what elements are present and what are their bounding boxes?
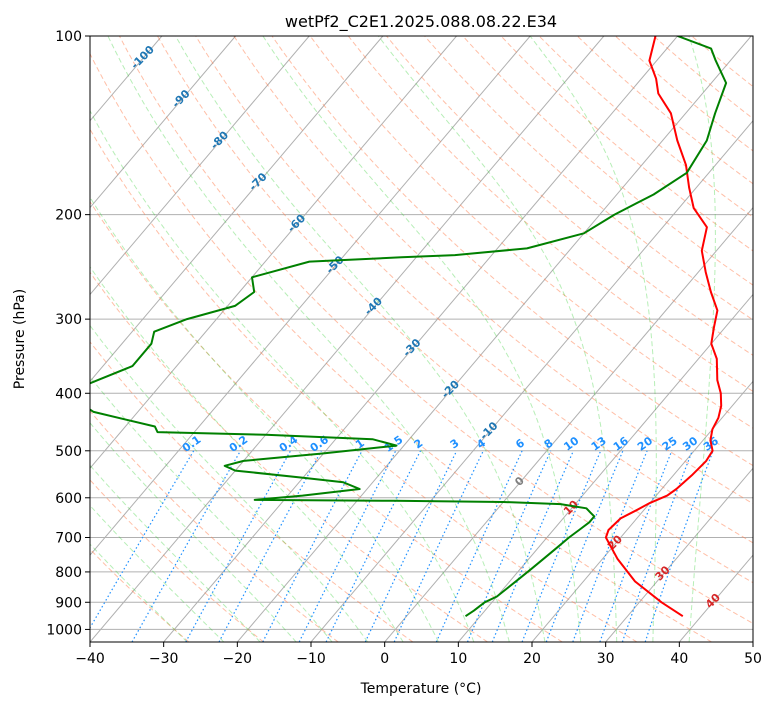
pressure-gridlines [90, 36, 753, 630]
mixing-ratio-line [521, 450, 602, 642]
y-tick-label: 800 [55, 565, 82, 581]
dry-adiabat-line [90, 128, 638, 642]
moist-adiabat-line [529, 36, 657, 642]
x-tick-label: −20 [223, 651, 253, 667]
moist-adiabats [90, 36, 716, 642]
mixing-ratio-line [185, 450, 292, 642]
mixing-ratio-line [393, 450, 484, 642]
moist-adiabat-line [90, 375, 333, 642]
mixing-ratio-line [364, 450, 458, 642]
dry-adiabat-line [615, 36, 753, 152]
y-tick-label: 400 [55, 386, 82, 402]
isotherm-line [90, 36, 384, 383]
dry-adiabat-line [90, 52, 712, 642]
y-tick-label: 200 [55, 208, 82, 224]
y-tick-label: 600 [55, 491, 82, 507]
dry-adiabat-line [462, 36, 753, 286]
x-tick-label: −30 [149, 651, 179, 667]
skewed-isotherms [90, 36, 753, 642]
x-tick-label: 40 [670, 651, 688, 667]
y-tick-label: 900 [55, 595, 82, 611]
moist-adiabat-line [107, 36, 510, 642]
mixing-ratio-lines [90, 450, 714, 642]
y-axis-label: Pressure (hPa) [12, 289, 28, 389]
isotherm-line [531, 380, 753, 642]
y-tick-label: 100 [55, 29, 82, 45]
chart-title: wetPf2_C2E1.2025.088.08.22.E34 [285, 12, 557, 32]
x-tick-label: −10 [296, 651, 326, 667]
dry-adiabat-line [538, 36, 753, 218]
x-tick-label: 20 [523, 651, 541, 667]
dry-adiabat-line [309, 36, 753, 429]
x-tick-label: −40 [75, 651, 105, 667]
y-tick-label: 500 [55, 444, 82, 460]
x-tick-label: 0 [380, 651, 389, 667]
x-tick-label: 50 [744, 651, 762, 667]
moist-adiabat-line [175, 36, 546, 642]
dry-adiabat-line [118, 36, 753, 625]
dry-adiabat-line [271, 36, 753, 467]
isotherm-line [605, 467, 753, 642]
dry-adiabat-line [90, 479, 264, 642]
x-tick-label: 10 [449, 651, 467, 667]
y-axis-ticks: 100 200 300 400 500 600 700 800 900 1000 [46, 29, 90, 638]
moist-adiabat-line [90, 109, 475, 642]
isotherm-line [90, 36, 457, 470]
moist-adiabat-line [262, 36, 582, 642]
moist-adiabat-line [90, 543, 188, 642]
moist-adiabat-line [90, 196, 439, 642]
isotherm-line [90, 36, 531, 556]
isotherm-line [90, 36, 605, 642]
mixing-ratio-line [435, 450, 523, 642]
isotherm-line [90, 36, 310, 296]
mixing-ratio-line [491, 450, 574, 642]
x-tick-label: 30 [597, 651, 615, 667]
x-axis-label: Temperature (°C) [360, 681, 482, 697]
y-tick-label: 300 [55, 312, 82, 328]
sounding-profiles [90, 36, 728, 618]
isotherm-line [236, 36, 752, 642]
y-tick-label: 700 [55, 531, 82, 547]
x-axis-ticks: −40 −30 −20 −10 0 10 20 30 40 50 [75, 642, 762, 667]
mixing-ratio-line [621, 450, 693, 642]
mixing-ratio-line [218, 450, 322, 642]
isotherm-line [384, 206, 753, 642]
mixing-ratio-line [90, 450, 195, 629]
y-tick-label: 1000 [46, 622, 82, 638]
isotherm-line [163, 36, 678, 642]
isotherm-line [457, 293, 753, 642]
moist-adiabat-line [90, 464, 261, 642]
moist-adiabat-line [688, 36, 716, 642]
mixing-ratio-line [644, 450, 714, 642]
mixing-ratio-line [131, 450, 242, 642]
dewpoint-profile-line [90, 36, 728, 618]
dry-adiabat-line [386, 36, 753, 356]
plot-frame [89, 35, 754, 643]
dry-adiabat-line [90, 200, 563, 642]
moist-adiabat-line [90, 266, 404, 642]
dry-adiabat-line [500, 36, 753, 252]
isotherm-line [90, 36, 236, 209]
dry-adiabat-line [195, 36, 753, 544]
dry-adiabat-line [157, 36, 753, 584]
temperature-profile-line [604, 36, 723, 618]
moist-adiabat-line [90, 504, 225, 642]
moist-adiabat-line [90, 422, 297, 642]
